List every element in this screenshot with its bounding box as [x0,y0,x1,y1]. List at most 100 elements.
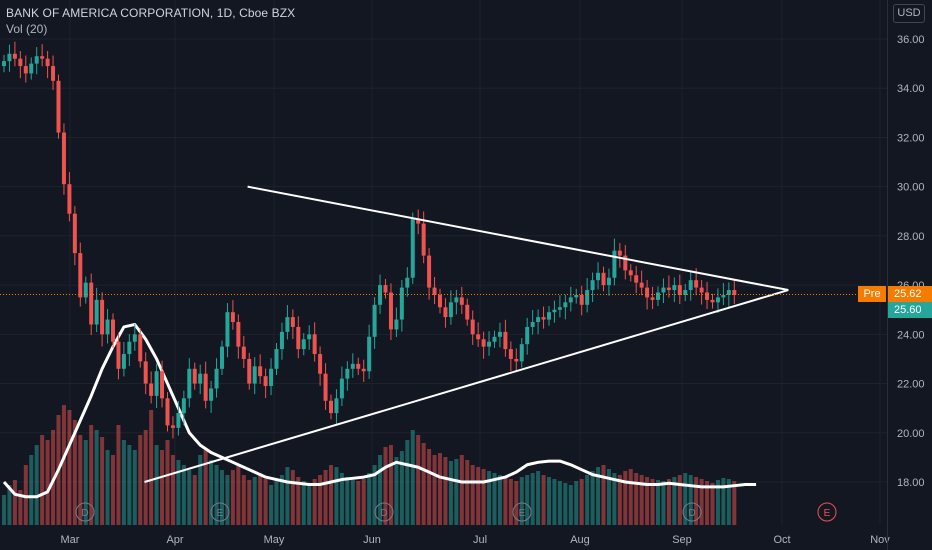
candle [274,349,279,369]
volume-bar [448,461,453,525]
time-tick-label: May [264,534,285,546]
candle [721,294,726,298]
candle [236,322,241,347]
volume-bar [694,477,699,525]
volume-bar [252,477,257,525]
volume-bar [427,449,432,525]
volume-bar [165,440,170,525]
candle [209,388,214,401]
candle [318,354,323,374]
candle [656,292,660,300]
volume-bar [585,475,590,525]
grid-lines [0,0,887,525]
volume-bar [334,467,339,525]
candle [410,218,415,278]
volume-bar [421,443,426,525]
candle [579,294,584,305]
candle [83,282,88,298]
volume-bar [181,465,186,525]
candle [67,184,72,214]
price-tick-label: 28.00 [897,231,925,243]
volume-bar [710,483,715,525]
candle [372,304,377,337]
dividend-marker[interactable]: D [75,502,95,522]
volume-bar [318,475,323,525]
candle [536,317,541,323]
event-marker-label: D [380,508,387,519]
earnings-marker[interactable]: E [210,502,230,522]
candle [650,297,655,300]
candle [705,292,710,300]
volume-bar [383,447,388,525]
candle [45,58,50,67]
volume-bar [666,479,671,525]
candle [508,349,513,359]
candle [165,398,170,426]
volume-bar [557,481,562,525]
time-tick-label: Oct [773,534,790,546]
volume-bar [323,470,328,525]
dividend-marker[interactable]: D [682,502,702,522]
volume-bar [497,475,502,525]
candle [132,334,137,342]
volume-indicator-label[interactable]: Vol (20) [6,22,48,36]
volume-bar [45,440,50,525]
candle [214,368,219,389]
volume-bar [220,470,224,525]
volume-bar [372,465,377,525]
candle [503,331,508,350]
volume-bar [192,475,197,525]
candle [585,290,590,305]
symbol-title[interactable]: BANK OF AMERICA CORPORATION, 1D, Cboe BZ… [6,6,296,20]
volume-bar [645,477,650,525]
time-tick-label: Mar [61,534,80,546]
candle [7,53,12,62]
volume-bar [623,471,628,525]
volume-bar [634,473,639,525]
candle [699,287,704,293]
candle [220,346,224,369]
candle [454,297,459,303]
candle [176,413,181,428]
currency-button[interactable]: USD [893,4,925,23]
candle [301,339,306,350]
earnings-marker[interactable]: E [512,502,532,522]
volume-bar [656,480,660,525]
candle [552,309,557,313]
volume-bar [705,481,710,525]
candle [666,287,671,291]
volume-bar [699,479,704,525]
candle [23,66,28,74]
volume-bar [138,435,143,525]
candle [470,319,475,335]
volume-bar [476,467,481,525]
volume-bar [650,479,655,525]
candle [465,304,470,320]
candle [116,341,121,369]
volume-bar [688,475,693,525]
earnings-marker[interactable]: E [817,502,837,522]
candle [688,280,693,291]
volume-bar [132,450,137,525]
volume-bar [596,467,601,525]
candle [694,280,699,288]
price-tick-label: 30.00 [897,182,925,194]
volume-bar [726,479,731,525]
candle [361,368,366,372]
volume-bar [143,430,148,525]
candle [252,366,257,384]
volume-bar [203,450,208,525]
volume-bar [443,457,448,525]
candle [541,317,546,320]
candle [497,331,502,337]
candle [443,307,448,318]
volume-bar [312,479,317,525]
volume-bar [269,485,274,525]
time-axis: Mar Apr May Jun Jul Aug Sep Oct Nov [61,534,891,546]
dividend-marker[interactable]: D [374,502,394,522]
event-marker-label: E [217,508,224,519]
candlesticks [2,41,737,439]
volume-bar [23,465,28,525]
volume-bar [568,485,573,525]
